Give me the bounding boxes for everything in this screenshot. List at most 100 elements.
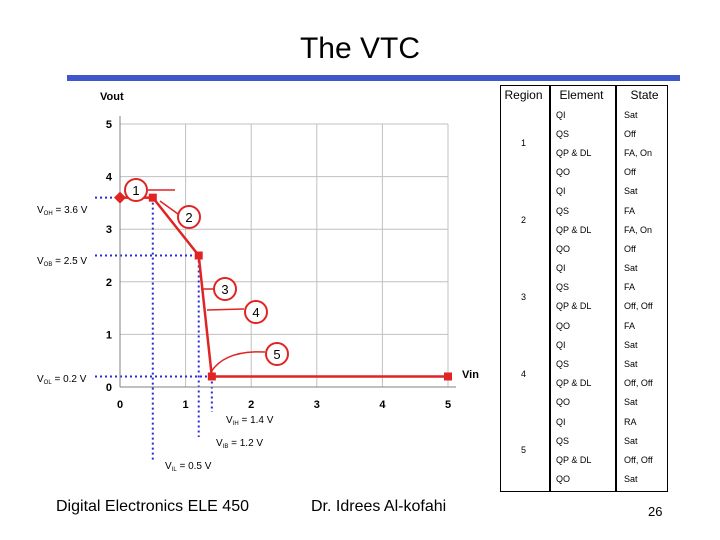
table-row: QP & DL Off, Off <box>499 374 674 393</box>
chart-guide-labels: VOH = 3.6 V VOB = 2.5 V VOL = 0.2 V VIH = 1… <box>37 205 274 473</box>
table-row: 4 QI Sat <box>499 335 674 379</box>
element-cell: QO <box>556 243 571 254</box>
element-cell: QP & DL <box>556 301 592 312</box>
footer-course: Digital Electronics ELE 450 <box>56 498 249 515</box>
chart-axes: Vout Vin <box>100 91 479 388</box>
region-callout-bubble <box>124 178 148 202</box>
region-cell: 2 <box>520 215 526 226</box>
state-cell: Sat <box>624 397 638 408</box>
x-tick-label: 2 <box>248 399 254 411</box>
table-row: QO Off <box>499 163 674 182</box>
element-cell: QP & DL <box>556 224 592 235</box>
x-axis-label: Vin <box>462 369 479 381</box>
data-point <box>207 372 216 381</box>
table-header: Element <box>559 88 604 102</box>
state-cell: Off <box>624 128 636 139</box>
state-cell: FA, On <box>624 147 653 158</box>
y-tick-label: 3 <box>106 224 112 236</box>
element-cell: QI <box>556 109 566 120</box>
table-row: 5 QI RA <box>499 412 674 456</box>
state-cell: FA <box>624 205 636 216</box>
table-row: QO Sat <box>499 393 674 412</box>
y-tick-label: 2 <box>106 277 112 289</box>
state-cell: FA, On <box>624 224 653 235</box>
state-table: Region Element State 1 QI Sat QS Off QP & DL FA,… <box>499 85 674 489</box>
state-cell: Off <box>624 167 636 178</box>
guide-label: VOL = 0.2 V <box>37 374 87 386</box>
element-cell: QI <box>556 339 566 350</box>
region-callout-line <box>159 200 179 215</box>
guide-label: VOH = 3.6 V <box>37 205 88 217</box>
state-cell: FA <box>624 320 636 331</box>
table-row: QO FA <box>499 316 674 335</box>
guide-label: VIH = 1.4 V <box>226 415 274 427</box>
chart-grid <box>120 123 449 387</box>
state-cell: Off, Off <box>624 378 653 389</box>
table-header: State <box>630 88 659 102</box>
region-cell: 5 <box>520 445 526 456</box>
state-cell: Sat <box>624 339 638 350</box>
state-cell: Sat <box>624 474 638 485</box>
table-row: QP & DL FA, On <box>499 220 674 239</box>
region-cell: 3 <box>520 291 526 302</box>
region-callout-bubble <box>244 300 268 324</box>
element-cell: QP & DL <box>556 454 592 465</box>
element-cell: QO <box>556 320 571 331</box>
x-tick-label: 3 <box>314 399 320 411</box>
title-rule <box>67 75 680 81</box>
y-tick-label: 0 <box>106 382 112 394</box>
x-tick-label: 0 <box>117 399 123 411</box>
table-row: QP & DL FA, On <box>499 143 674 162</box>
table-row: QS FA <box>499 201 674 220</box>
footer-author: Dr. Idrees Al-kofahi <box>311 498 447 515</box>
state-cell: Sat <box>624 186 638 197</box>
table-row: QS FA <box>499 278 674 297</box>
element-cell: QO <box>556 397 571 408</box>
x-tick-label: 5 <box>445 399 451 411</box>
y-tick-label: 4 <box>106 172 113 184</box>
x-tick-label: 1 <box>183 399 189 411</box>
y-tick-label: 5 <box>106 119 112 131</box>
element-cell: QI <box>556 416 566 427</box>
element-cell: QS <box>556 359 570 370</box>
state-cell: Off <box>624 243 636 254</box>
region-cell: 4 <box>520 368 526 379</box>
element-cell: QS <box>556 282 570 293</box>
data-point <box>114 191 126 204</box>
region-callout-bubble <box>213 277 237 301</box>
region-callout-bubble <box>265 342 289 366</box>
table-header-row: Region Element State <box>499 85 674 105</box>
table-row: QO Sat <box>499 470 674 489</box>
element-cell: QS <box>556 435 570 446</box>
y-tick-label: 1 <box>106 329 112 341</box>
table-row: 3 QI Sat <box>499 259 674 302</box>
data-point <box>194 251 203 260</box>
y-axis-label: Vout <box>100 91 124 103</box>
element-cell: QO <box>556 167 571 178</box>
element-cell: QI <box>556 186 566 197</box>
state-cell: Sat <box>624 435 638 446</box>
chart-callouts: 1 2 3 4 5 <box>124 178 289 373</box>
element-cell: QS <box>556 128 570 139</box>
element-cell: QS <box>556 205 570 216</box>
chart-guides <box>95 196 213 460</box>
region-callout-bubble <box>177 205 201 229</box>
table-row: QO Off <box>499 239 674 258</box>
page-number: 26 <box>648 504 663 519</box>
slide-title: The VTC <box>299 32 421 65</box>
data-point <box>444 372 452 381</box>
chart-ticks: 0 1 2 3 4 5 0 1 2 3 4 5 <box>106 119 451 411</box>
state-cell: Sat <box>624 109 638 120</box>
state-cell: Sat <box>624 263 638 274</box>
table-row: 2 QI Sat <box>499 182 674 225</box>
table-row: QS Sat <box>499 431 674 450</box>
region-callout-line <box>210 351 266 373</box>
x-tick-label: 4 <box>379 399 386 411</box>
guide-label: VIL = 0.5 V <box>165 461 212 473</box>
element-cell: QP & DL <box>556 378 592 389</box>
region-cell: 1 <box>520 138 526 149</box>
state-cell: Off, Off <box>624 301 653 312</box>
state-cell: Off, Off <box>624 454 653 465</box>
element-cell: QO <box>556 474 571 485</box>
